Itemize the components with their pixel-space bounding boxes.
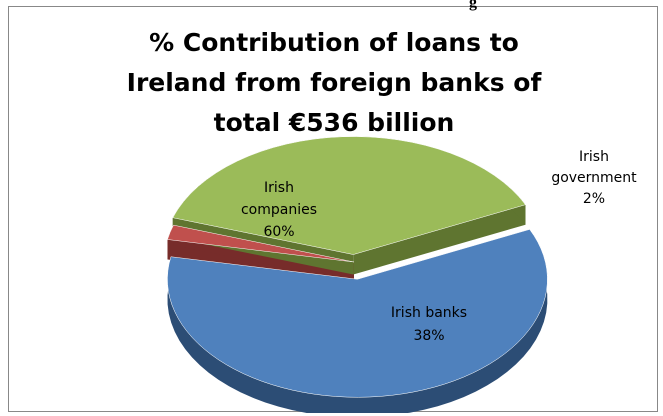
slice-label-line: government [551, 170, 637, 186]
pie-chart: Irish companies 60%Irish government 2%Irish … [167, 136, 637, 413]
slice-label-line: 38% [413, 328, 444, 344]
chart-title-line-1: % Contribution of loans to [149, 28, 519, 57]
pie-tops [167, 136, 548, 398]
slice-label-irish-government: Irish government 2% [551, 149, 637, 207]
pie-slice-irish-government [167, 224, 355, 263]
slice-label-line: Irish banks [391, 305, 467, 321]
chart-title-line-3: total €536 billion [213, 108, 455, 137]
chart-title: % Contribution of loans to Ireland from … [9, 23, 659, 143]
slice-label-line: 2% [583, 191, 605, 207]
slice-label-irish-companies: Irish companies 60% [241, 180, 317, 240]
slice-label-line: Irish [579, 149, 609, 165]
pie-slice-irish-banks [172, 136, 526, 255]
pie-slice-irish-companies [167, 229, 548, 398]
cropped-heading-fragment: g [469, 0, 477, 11]
slice-label-irish-banks: Irish banks 38% [391, 305, 467, 344]
chart-frame: g % Contribution of loans to Ireland fro… [8, 0, 659, 413]
slice-label-line: companies [241, 202, 317, 218]
chart-title-line-2: Ireland from foreign banks of [126, 68, 542, 97]
slice-label-line: 60% [263, 224, 294, 240]
slice-label-line: Irish [264, 180, 294, 196]
